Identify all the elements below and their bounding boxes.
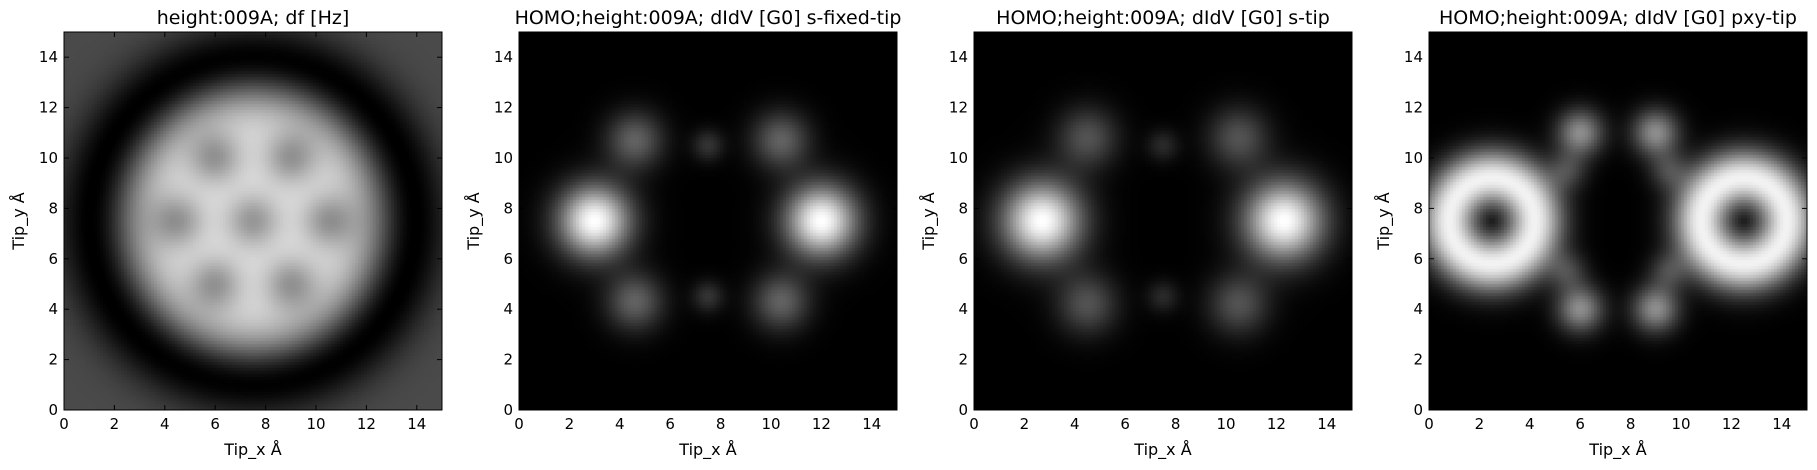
- x-tick-label: 2: [1475, 415, 1485, 433]
- plot-frame: [63, 31, 443, 411]
- y-tick-label: 6: [1413, 250, 1423, 268]
- plot-frame: [518, 31, 898, 411]
- x-tick-label: 10: [306, 415, 325, 433]
- heatmap-panel-1: 0 2 4 6 8 10 12 14 0 2 4 6 8 10 12 14 height:009A; df [H…: [9, 7, 443, 460]
- heatmap-image: [64, 32, 442, 410]
- x-tick-label: 10: [1671, 415, 1690, 433]
- x-tick-label: 10: [761, 415, 780, 433]
- x-tick-label: 0: [59, 415, 69, 433]
- x-tick-label: 14: [862, 415, 881, 433]
- y-tick-label: 14: [494, 48, 513, 66]
- y-tick-label: 8: [958, 199, 968, 217]
- x-tick-label: 14: [407, 415, 426, 433]
- y-tick-label: 0: [503, 401, 513, 419]
- panel-title: HOMO;height:009A; dIdV [G0] pxy-tip: [1439, 7, 1797, 29]
- y-tick-label: 4: [1413, 300, 1423, 318]
- x-tick-label: 4: [1525, 415, 1535, 433]
- y-tick-label: 2: [958, 351, 968, 369]
- y-tick-label: 10: [39, 149, 58, 167]
- y-axis-label: Tip_y Å: [464, 192, 484, 250]
- y-tick-label: 2: [503, 351, 513, 369]
- x-tick-label: 0: [1424, 415, 1434, 433]
- x-tick-label: 12: [357, 415, 376, 433]
- y-tick-label: 4: [503, 300, 513, 318]
- x-tick-label: 14: [1317, 415, 1336, 433]
- y-tick-label: 14: [39, 48, 58, 66]
- x-tick-label: 4: [160, 415, 170, 433]
- heatmap-image: [974, 32, 1352, 410]
- x-tick-label: 8: [716, 415, 726, 433]
- x-tick-label: 2: [1020, 415, 1030, 433]
- x-tick-label: 4: [1070, 415, 1080, 433]
- y-axis-label: Tip_y Å: [9, 192, 29, 250]
- y-tick-label: 8: [503, 199, 513, 217]
- y-tick-label: 6: [48, 250, 58, 268]
- y-axis-label: Tip_y Å: [919, 192, 939, 250]
- y-tick-label: 10: [1404, 149, 1423, 167]
- heatmap-panel-2: 0 2 4 6 8 10 12 14 0 2 4 6 8 10 12 14 HOMO;height:009A; …: [464, 7, 901, 460]
- x-tick-label: 8: [1171, 415, 1181, 433]
- y-tick-label: 2: [1413, 351, 1423, 369]
- y-tick-label: 12: [494, 99, 513, 117]
- y-tick-label: 4: [48, 300, 58, 318]
- y-tick-label: 12: [39, 99, 58, 117]
- y-tick-label: 12: [949, 99, 968, 117]
- x-tick-label: 2: [110, 415, 120, 433]
- heatmap-image: [519, 32, 897, 410]
- y-tick-label: 14: [949, 48, 968, 66]
- plot-frame: [1428, 31, 1808, 411]
- x-tick-label: 4: [615, 415, 625, 433]
- x-tick-label: 12: [1722, 415, 1741, 433]
- x-tick-label: 0: [969, 415, 979, 433]
- y-axis-label: Tip_y Å: [1374, 192, 1394, 250]
- x-tick-label: 10: [1216, 415, 1235, 433]
- y-tick-label: 14: [1404, 48, 1423, 66]
- x-axis-label: Tip_x Å: [1133, 440, 1191, 460]
- y-tick-label: 0: [958, 401, 968, 419]
- y-tick-label: 8: [1413, 199, 1423, 217]
- heatmap-panel-3: 0 2 4 6 8 10 12 14 0 2 4 6 8 10 12 14 HOMO;height:009A; …: [919, 7, 1353, 460]
- x-axis-label: Tip_x Å: [223, 440, 281, 460]
- y-tick-label: 4: [958, 300, 968, 318]
- panel-title: height:009A; df [Hz]: [157, 7, 350, 29]
- x-tick-label: 2: [565, 415, 575, 433]
- x-tick-label: 6: [665, 415, 675, 433]
- panel-title: HOMO;height:009A; dIdV [G0] s-fixed-tip: [515, 7, 902, 29]
- x-tick-label: 8: [1626, 415, 1636, 433]
- y-tick-label: 12: [1404, 99, 1423, 117]
- x-tick-label: 6: [1120, 415, 1130, 433]
- panel-title: HOMO;height:009A; dIdV [G0] s-tip: [996, 7, 1330, 29]
- x-tick-label: 0: [514, 415, 524, 433]
- x-axis-label: Tip_x Å: [678, 440, 736, 460]
- y-tick-label: 0: [1413, 401, 1423, 419]
- x-tick-label: 14: [1772, 415, 1791, 433]
- x-tick-label: 6: [1575, 415, 1585, 433]
- x-tick-label: 12: [812, 415, 831, 433]
- x-tick-label: 6: [210, 415, 220, 433]
- y-tick-label: 10: [949, 149, 968, 167]
- x-tick-label: 8: [261, 415, 271, 433]
- x-tick-label: 12: [1267, 415, 1286, 433]
- y-tick-label: 10: [494, 149, 513, 167]
- x-axis-label: Tip_x Å: [1588, 440, 1646, 460]
- y-tick-label: 6: [503, 250, 513, 268]
- plot-frame: [973, 31, 1353, 411]
- heatmap-image: [1429, 32, 1807, 410]
- y-tick-label: 8: [48, 199, 58, 217]
- y-tick-label: 6: [958, 250, 968, 268]
- y-tick-label: 2: [48, 351, 58, 369]
- y-tick-label: 0: [48, 401, 58, 419]
- heatmap-panel-4: 0 2 4 6 8 10 12 14 0 2 4 6 8 10 12 14 HOMO;height:009A; …: [1374, 7, 1808, 460]
